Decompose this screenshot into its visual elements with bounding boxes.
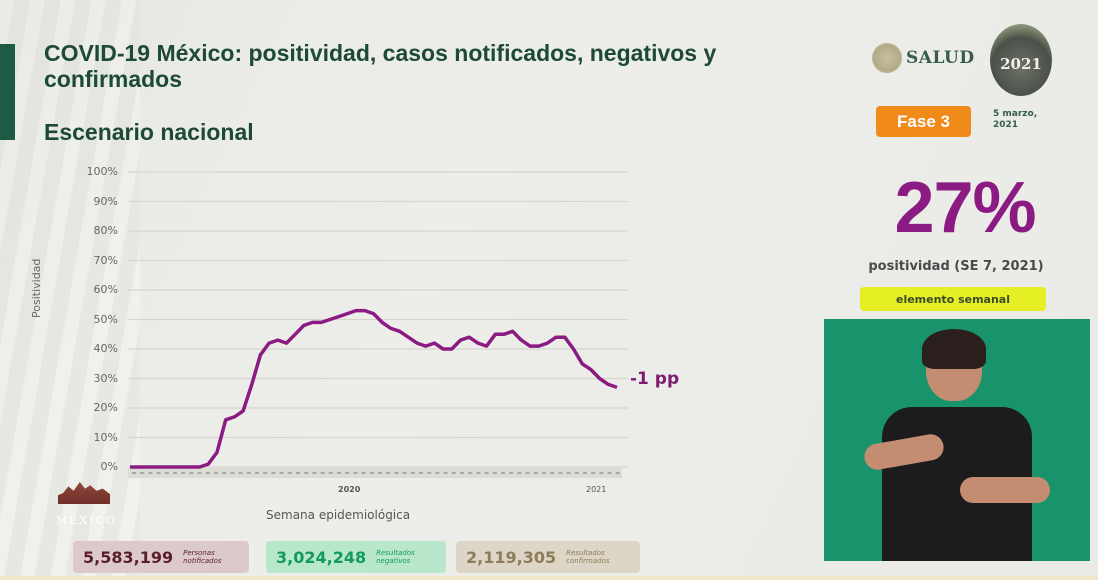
x-axis-tick-band: [128, 468, 622, 478]
stat-label: Personas notificados: [183, 549, 222, 565]
y-tick-label: 90%: [93, 194, 118, 208]
stat-confirmed: 2,119,305 Resultados confirmados: [456, 541, 640, 573]
positivity-label: positividad (SE 7, 2021): [868, 259, 1044, 274]
y-tick-label: 10%: [93, 430, 118, 444]
year-2021-emblem: 2021: [990, 24, 1052, 96]
salud-text: SALUD: [906, 48, 975, 68]
page-title: COVID-19 México: positividad, casos noti…: [44, 40, 717, 92]
weekly-element-badge: elemento semanal: [860, 287, 1046, 311]
mexico-text: MÉXICO: [56, 514, 117, 527]
x-year-2020: 2020: [338, 485, 361, 494]
positivity-line: [130, 308, 618, 469]
stat-label: Resultados confirmados: [566, 549, 610, 565]
phase-badge: Fase 3: [876, 106, 971, 137]
gobierno-de-mexico-logo: MÉXICO: [56, 478, 117, 528]
y-tick-label: 40%: [93, 342, 118, 355]
stat-notified: 5,583,199 Personas notificados: [73, 541, 249, 573]
y-tick-label: 80%: [93, 224, 118, 237]
stat-label: Resultados negativos: [376, 549, 415, 565]
change-annotation: -1 pp: [630, 369, 680, 389]
bottom-strip: [0, 576, 1098, 580]
x-axis-label: Semana epidemiológica: [266, 508, 411, 522]
y-tick-label: 20%: [93, 401, 118, 414]
report-date: 5 marzo, 2021: [993, 109, 1038, 130]
page-subtitle: Escenario nacional: [44, 119, 254, 145]
y-tick-label: 60%: [93, 283, 118, 296]
positivity-chart: Positividad 100% 90% 80% 70% 60% 50% 40% 30% 20%…: [30, 165, 680, 522]
emblem-year: 2021: [1000, 55, 1042, 73]
chart-plot-area: [128, 171, 628, 478]
x-axis-week-ticks: [132, 472, 620, 474]
y-tick-label: 30%: [93, 371, 118, 385]
y-tick-label: 100%: [86, 165, 118, 178]
salud-logo: SALUD: [872, 43, 975, 73]
positivity-value: 27%: [894, 168, 1036, 248]
national-seal-icon: [872, 43, 902, 73]
sign-language-interpreter-video: [824, 319, 1090, 561]
stat-negative: 3,024,248 Resultados negativos: [266, 541, 446, 573]
interpreter-hair: [922, 329, 986, 369]
x-year-2021: 2021: [586, 485, 607, 494]
interpreter-arm: [960, 477, 1050, 503]
gridlines: [128, 171, 628, 468]
y-tick-label: 70%: [93, 253, 118, 267]
stat-value: 5,583,199: [83, 547, 174, 567]
stat-value: 2,119,305: [466, 547, 557, 567]
title-accent-bar: [0, 44, 15, 140]
y-tick-label: 0%: [100, 460, 118, 473]
building-silhouette-icon: [58, 482, 110, 504]
stat-value: 3,024,248: [276, 547, 367, 567]
y-tick-label: 50%: [93, 312, 118, 326]
